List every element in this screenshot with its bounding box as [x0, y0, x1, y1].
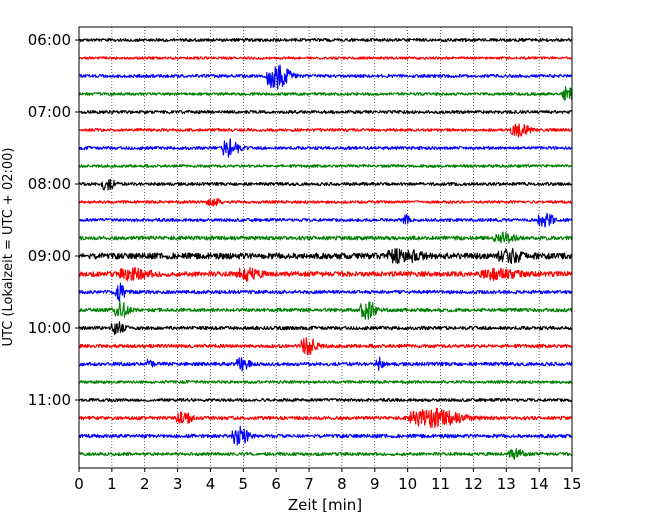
x-axis-ticks: 0 1 2 3 4 5 6 7 8 9 10 11 12 13 14 15 — [74, 468, 582, 493]
x-tick-label: 6 — [271, 475, 281, 493]
x-axis-label: Zeit [min] — [288, 496, 362, 514]
y-tick-label: 06:00 — [28, 31, 71, 49]
trace-0830 — [78, 212, 573, 228]
trace-0615 — [78, 56, 573, 60]
x-tick-label: 7 — [304, 475, 314, 493]
x-tick-label: 12 — [464, 475, 483, 493]
trace-0930 — [78, 282, 573, 302]
trace-0945 — [78, 300, 573, 320]
trace-1015 — [78, 337, 573, 356]
trace-0730 — [78, 138, 573, 158]
trace-0715 — [78, 123, 573, 138]
trace-1145 — [78, 448, 573, 461]
y-tick-label: 09:00 — [28, 247, 71, 265]
x-tick-label: 3 — [173, 475, 183, 493]
y-axis-label: UTC (Lokalzeit = UTC + 02:00) — [1, 148, 16, 347]
trace-1030 — [78, 356, 573, 372]
x-tick-label: 9 — [370, 475, 380, 493]
x-tick-label: 5 — [239, 475, 249, 493]
trace-1130 — [78, 425, 573, 446]
x-tick-label: 10 — [398, 475, 417, 493]
y-tick-label: 10:00 — [28, 319, 71, 337]
x-tick-label: 13 — [497, 475, 516, 493]
trace-0630 — [78, 64, 573, 90]
x-tick-label: 2 — [140, 475, 150, 493]
y-tick-label: 07:00 — [28, 103, 71, 121]
trace-0645 — [78, 86, 573, 101]
trace-0600 — [78, 37, 573, 43]
x-tick-label: 0 — [74, 475, 84, 493]
x-tick-label: 4 — [206, 475, 216, 493]
x-tick-label: 15 — [562, 475, 581, 493]
x-tick-label: 1 — [107, 475, 117, 493]
trace-0815 — [78, 198, 573, 207]
y-tick-label: 08:00 — [28, 175, 71, 193]
trace-1045 — [78, 380, 573, 384]
trace-0900 — [78, 247, 573, 265]
trace-0800 — [78, 178, 573, 191]
trace-0915 — [78, 266, 573, 282]
trace-0745 — [78, 164, 573, 168]
trace-1115 — [78, 407, 573, 429]
trace-0845 — [78, 231, 573, 244]
y-axis-ticks: 06:00 07:00 08:00 09:00 10:00 11:00 — [28, 31, 79, 409]
x-tick-label: 11 — [431, 475, 450, 493]
x-tick-label: 14 — [530, 475, 549, 493]
plot-frame — [78, 26, 573, 469]
trace-0700 — [78, 109, 573, 115]
y-tick-label: 11:00 — [28, 391, 71, 409]
trace-1100 — [78, 397, 573, 403]
trace-lines — [78, 37, 573, 461]
x-tick-label: 8 — [337, 475, 347, 493]
trace-1000 — [78, 321, 573, 335]
